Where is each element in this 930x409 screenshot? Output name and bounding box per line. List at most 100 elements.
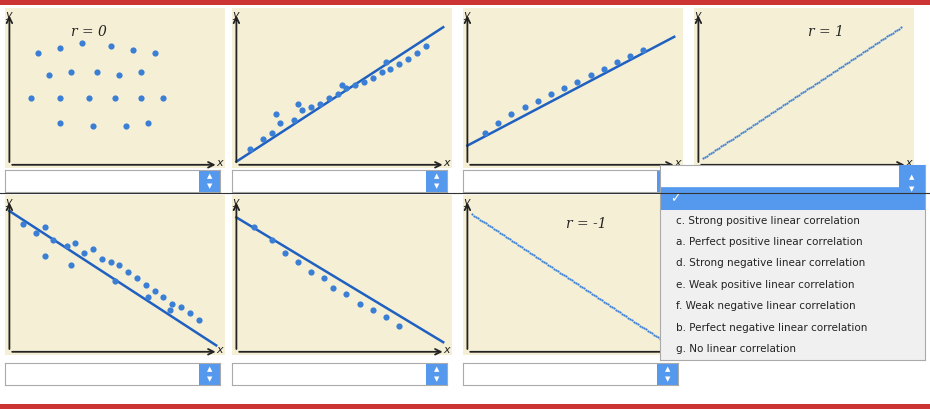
Point	[500, 235, 515, 241]
Point	[662, 342, 677, 348]
Point	[570, 281, 585, 288]
Point	[568, 280, 583, 286]
Point	[705, 148, 720, 155]
Point	[821, 72, 836, 78]
Point	[409, 49, 424, 56]
Point	[94, 256, 109, 262]
Point	[544, 264, 559, 270]
Point	[466, 212, 481, 219]
Point	[37, 252, 52, 259]
Point	[140, 294, 155, 301]
Point	[724, 137, 738, 143]
Text: e. Weak positive linear correlation: e. Weak positive linear correlation	[676, 280, 855, 290]
Text: y: y	[463, 9, 470, 20]
Point	[552, 269, 567, 276]
Point	[290, 101, 305, 107]
Point	[696, 155, 711, 162]
Point	[565, 277, 579, 284]
Point	[348, 81, 363, 88]
Point	[112, 72, 126, 79]
Point	[134, 69, 149, 75]
Point	[776, 102, 790, 109]
Point	[658, 339, 673, 346]
Text: r = -1: r = -1	[565, 217, 606, 231]
Point	[540, 261, 555, 268]
Point	[81, 94, 96, 101]
Point	[491, 120, 506, 126]
Text: y: y	[232, 9, 239, 20]
Point	[517, 104, 532, 110]
Point	[392, 61, 406, 67]
Text: x: x	[674, 158, 681, 168]
Text: ▲: ▲	[433, 173, 439, 179]
Text: x: x	[905, 158, 911, 168]
Point	[514, 244, 529, 251]
Point	[418, 43, 433, 49]
Point	[598, 300, 613, 306]
Point	[701, 151, 716, 158]
Text: x: x	[674, 345, 681, 355]
Point	[757, 114, 772, 121]
Point	[512, 243, 527, 249]
Point	[741, 125, 756, 131]
Point	[495, 231, 510, 237]
Point	[745, 122, 760, 128]
Point	[781, 98, 796, 105]
Point	[108, 278, 123, 285]
Point	[561, 274, 576, 281]
Point	[474, 218, 489, 224]
Point	[118, 123, 133, 130]
Point	[629, 319, 644, 326]
Point	[74, 40, 89, 47]
Text: ▲: ▲	[909, 174, 914, 180]
Point	[476, 219, 491, 225]
Point	[731, 131, 746, 138]
Text: x: x	[444, 345, 450, 355]
Point	[492, 229, 507, 236]
Point	[256, 136, 271, 142]
Point	[765, 109, 780, 115]
Point	[713, 143, 728, 150]
Point	[516, 245, 531, 252]
Point	[622, 316, 637, 322]
Bar	[426, 363, 447, 385]
Point	[823, 70, 838, 77]
Point	[156, 94, 171, 101]
Point	[572, 283, 587, 289]
Point	[889, 27, 904, 33]
Point	[743, 124, 758, 130]
Point	[401, 56, 416, 63]
Bar	[426, 170, 447, 192]
Point	[37, 224, 52, 230]
Point	[530, 97, 545, 104]
Point	[86, 246, 100, 253]
Point	[788, 94, 803, 101]
Point	[46, 236, 60, 243]
Point	[471, 215, 485, 221]
Text: ▲: ▲	[665, 173, 670, 179]
Point	[246, 224, 261, 230]
Point	[578, 286, 593, 293]
Point	[802, 85, 817, 92]
Point	[638, 326, 653, 333]
Text: y: y	[5, 197, 11, 207]
Point	[134, 94, 149, 101]
Point	[273, 120, 288, 126]
Point	[842, 58, 857, 65]
Point	[304, 269, 319, 275]
Point	[800, 86, 815, 93]
Point	[509, 240, 524, 247]
Point	[174, 304, 189, 310]
Point	[528, 253, 543, 260]
Text: y: y	[463, 197, 470, 207]
Point	[601, 301, 616, 308]
Point	[884, 31, 898, 37]
Point	[805, 82, 820, 89]
Point	[592, 296, 607, 302]
Point	[147, 288, 162, 294]
Point	[549, 267, 564, 273]
Text: b. Perfect negative linear correlation: b. Perfect negative linear correlation	[676, 323, 868, 333]
Text: r = 1: r = 1	[808, 25, 844, 39]
Point	[865, 43, 880, 49]
Point	[586, 292, 601, 298]
